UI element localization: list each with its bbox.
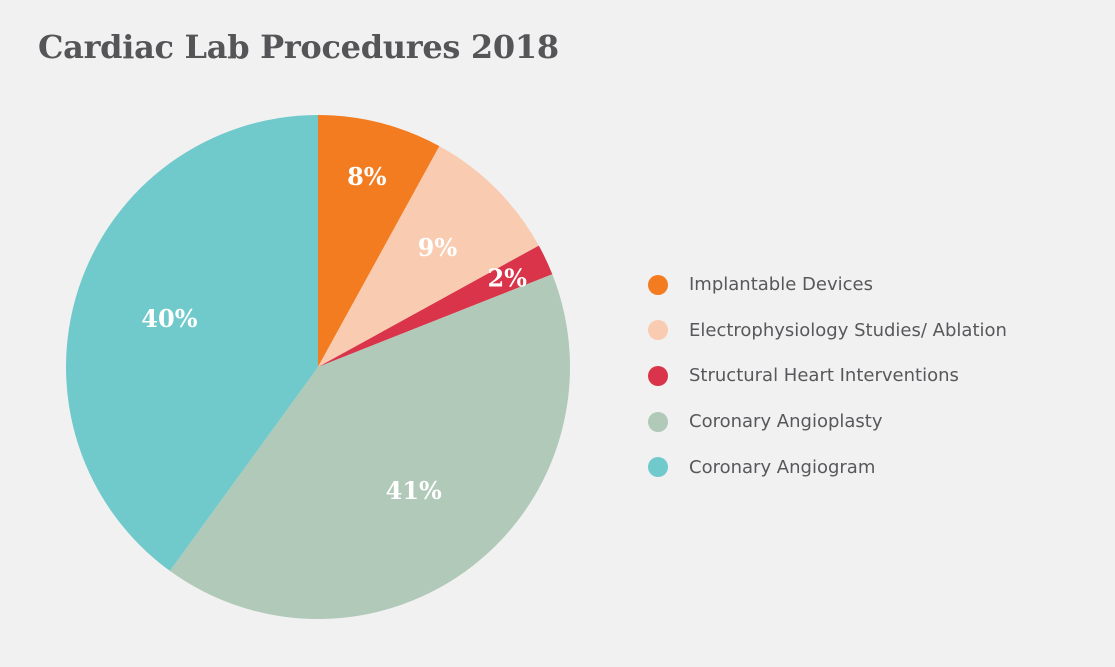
legend-label: Coronary Angioplasty [689,411,883,433]
legend-item-coronary-angiogram: Coronary Angiogram [648,444,1007,490]
legend: Implantable Devices Electrophysiology Stu… [648,262,1007,490]
chart-title: Cardiac Lab Procedures 2018 [38,28,559,66]
legend-item-implantable-devices: Implantable Devices [648,262,1007,308]
slice-label-structural-heart-interventions: 2% [487,263,527,292]
legend-swatch [648,365,668,386]
legend-item-structural-heart-interventions: Structural Heart Interventions [648,353,1007,399]
slice-label-coronary-angiogram: 40% [141,304,197,333]
legend-item-electrophysiology-studies-ablation: Electrophysiology Studies/ Ablation [648,308,1007,354]
legend-swatch [648,274,668,295]
legend-label: Coronary Angiogram [689,456,876,478]
legend-swatch [648,457,668,478]
pie-slice-structural-heart-interventions [318,245,553,367]
legend-swatch [648,320,668,341]
pie-slice-coronary-angioplasty [169,274,571,620]
slice-label-coronary-angioplasty: 41% [386,476,442,505]
pie-slice-electrophysiology-studies-ablation [318,146,539,367]
pie-slice-implantable-devices [318,115,440,367]
pie-slices [65,114,571,620]
pie-slice-coronary-angiogram [65,114,318,571]
legend-label: Structural Heart Interventions [689,365,959,387]
slice-label-implantable-devices: 8% [347,162,387,191]
legend-label: Implantable Devices [689,274,873,296]
legend-item-coronary-angioplasty: Coronary Angioplasty [648,399,1007,445]
slice-label-electrophysiology-studies-ablation: 9% [418,233,458,262]
pie-slice-labels: 8% 9% 2% 41% 40% [141,162,527,505]
legend-label: Electrophysiology Studies/ Ablation [689,319,1007,341]
legend-swatch [648,411,668,432]
pie-chart: 8% 9% 2% 41% 40% [65,114,571,620]
